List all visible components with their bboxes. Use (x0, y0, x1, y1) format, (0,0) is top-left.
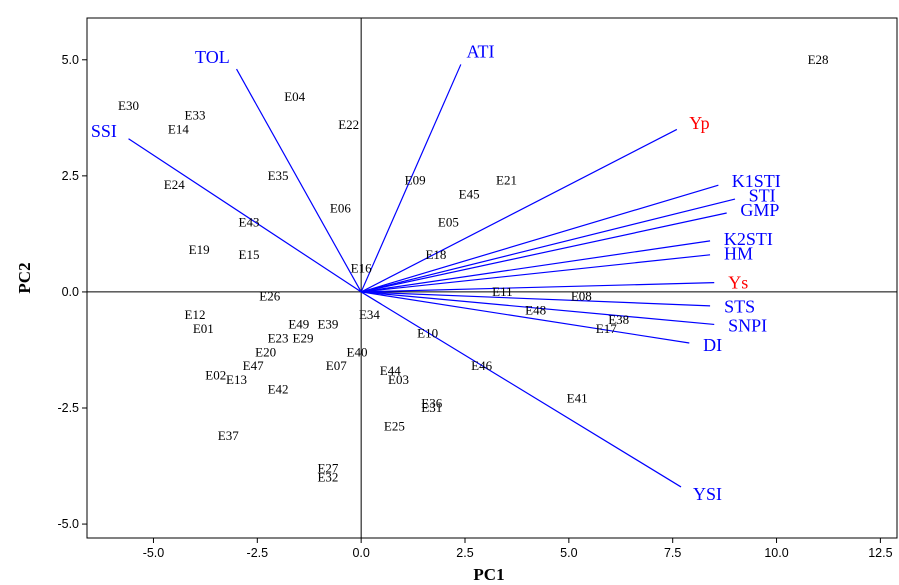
vector-line (361, 212, 727, 293)
vector-label: SSI (91, 121, 117, 141)
observation-label: E05 (438, 214, 459, 229)
vector-line (360, 64, 462, 293)
observation-label: E17 (596, 321, 617, 336)
vector-label: Yp (689, 113, 709, 133)
vector-label: DI (703, 335, 722, 355)
vector-line (128, 138, 362, 293)
observation-label: E12 (185, 307, 206, 322)
observation-label: E08 (571, 289, 592, 304)
observation-label: E47 (243, 358, 264, 373)
x-tick-label: -5.0 (143, 546, 165, 560)
vector-label: K1STI (732, 171, 781, 191)
x-tick-label: 7.5 (664, 546, 681, 560)
observation-label: E28 (808, 52, 829, 67)
vector-label: GMP (740, 200, 779, 220)
vector-label: ATI (466, 42, 494, 62)
observation-label: E31 (421, 400, 442, 415)
observation-label: E02 (205, 368, 226, 383)
observation-label: E38 (608, 312, 629, 327)
observation-label: E22 (338, 117, 359, 132)
observation-label: E44 (380, 363, 401, 378)
observation-label: E27 (317, 460, 338, 475)
vector-line (361, 198, 736, 293)
observation-label: E48 (525, 303, 546, 318)
observation-label: E45 (459, 186, 480, 201)
x-tick-label: -2.5 (247, 546, 269, 560)
vector-label: K2STI (724, 229, 773, 249)
observation-label: E49 (288, 316, 309, 331)
x-tick-label: 2.5 (456, 546, 473, 560)
observation-label: E25 (384, 419, 405, 434)
observation-label: E19 (189, 242, 210, 257)
vector-line (360, 128, 678, 293)
vector-label: SNPI (728, 316, 767, 336)
observation-label: E14 (168, 121, 189, 136)
vector-line (360, 291, 682, 488)
observation-label: E13 (226, 372, 247, 387)
observation-label: E46 (471, 358, 492, 373)
y-axis-ticks: 5.0 2.5 0.0 -2.5 -5.0 (57, 53, 87, 531)
observation-label: E29 (293, 330, 314, 345)
observation-label: E21 (496, 173, 517, 188)
observation-label: E06 (330, 200, 351, 215)
vector-label: HM (724, 243, 753, 263)
y-tick-label: 2.5 (62, 169, 79, 183)
vector-line (236, 68, 362, 293)
y-tick-label: -5.0 (57, 517, 79, 531)
observation-label: E24 (164, 177, 185, 192)
y-tick-label: 5.0 (62, 53, 79, 67)
x-axis-ticks: -5.0 -2.5 0.0 2.5 5.0 7.5 10.0 12.5 (143, 538, 893, 560)
observation-label: E09 (405, 173, 426, 188)
observation-label: E36 (421, 395, 442, 410)
observation-label: E32 (317, 470, 338, 485)
observation-label: E10 (417, 326, 438, 341)
observation-label: E03 (388, 372, 409, 387)
vector-line (361, 291, 690, 344)
x-tick-label: 5.0 (560, 546, 577, 560)
observation-label: E43 (239, 214, 260, 229)
vector-line (361, 291, 711, 307)
observation-label: E01 (193, 321, 214, 336)
observation-label: E20 (255, 344, 276, 359)
observation-label: E23 (268, 330, 289, 345)
observation-label: E18 (425, 247, 446, 262)
x-tick-label: 12.5 (868, 546, 892, 560)
observation-label: E16 (351, 261, 372, 276)
observation-label: E42 (268, 381, 289, 396)
vector-label: TOL (195, 47, 230, 67)
observation-label: E04 (284, 89, 305, 104)
observation-label: E30 (118, 98, 139, 113)
x-tick-label: 0.0 (352, 546, 369, 560)
observation-label: E07 (326, 358, 347, 373)
observation-label: E39 (317, 316, 338, 331)
vector-line (360, 184, 719, 293)
x-axis-title: PC1 (473, 565, 504, 584)
vector-line (361, 240, 711, 293)
vector-line (361, 282, 715, 293)
observation-label: E40 (347, 344, 368, 359)
vector-label: Ys (728, 272, 748, 292)
vector-line (361, 254, 711, 293)
observation-label: E35 (268, 168, 289, 183)
observation-label: E34 (359, 307, 380, 322)
observation-label: E26 (259, 289, 280, 304)
vector-label: STI (749, 186, 776, 206)
observation-label: E11 (492, 284, 512, 299)
observation-label: E15 (239, 247, 260, 262)
vector-label: STS (724, 296, 755, 316)
y-tick-label: -2.5 (57, 401, 79, 415)
vector-line (361, 291, 715, 326)
observation-label: E37 (218, 428, 239, 443)
x-tick-label: 10.0 (764, 546, 788, 560)
vector-label: YSI (693, 484, 722, 504)
y-tick-label: 0.0 (62, 285, 79, 299)
y-axis-title: PC2 (15, 262, 34, 293)
observation-label: E41 (567, 391, 588, 406)
observation-label: E33 (185, 108, 206, 123)
